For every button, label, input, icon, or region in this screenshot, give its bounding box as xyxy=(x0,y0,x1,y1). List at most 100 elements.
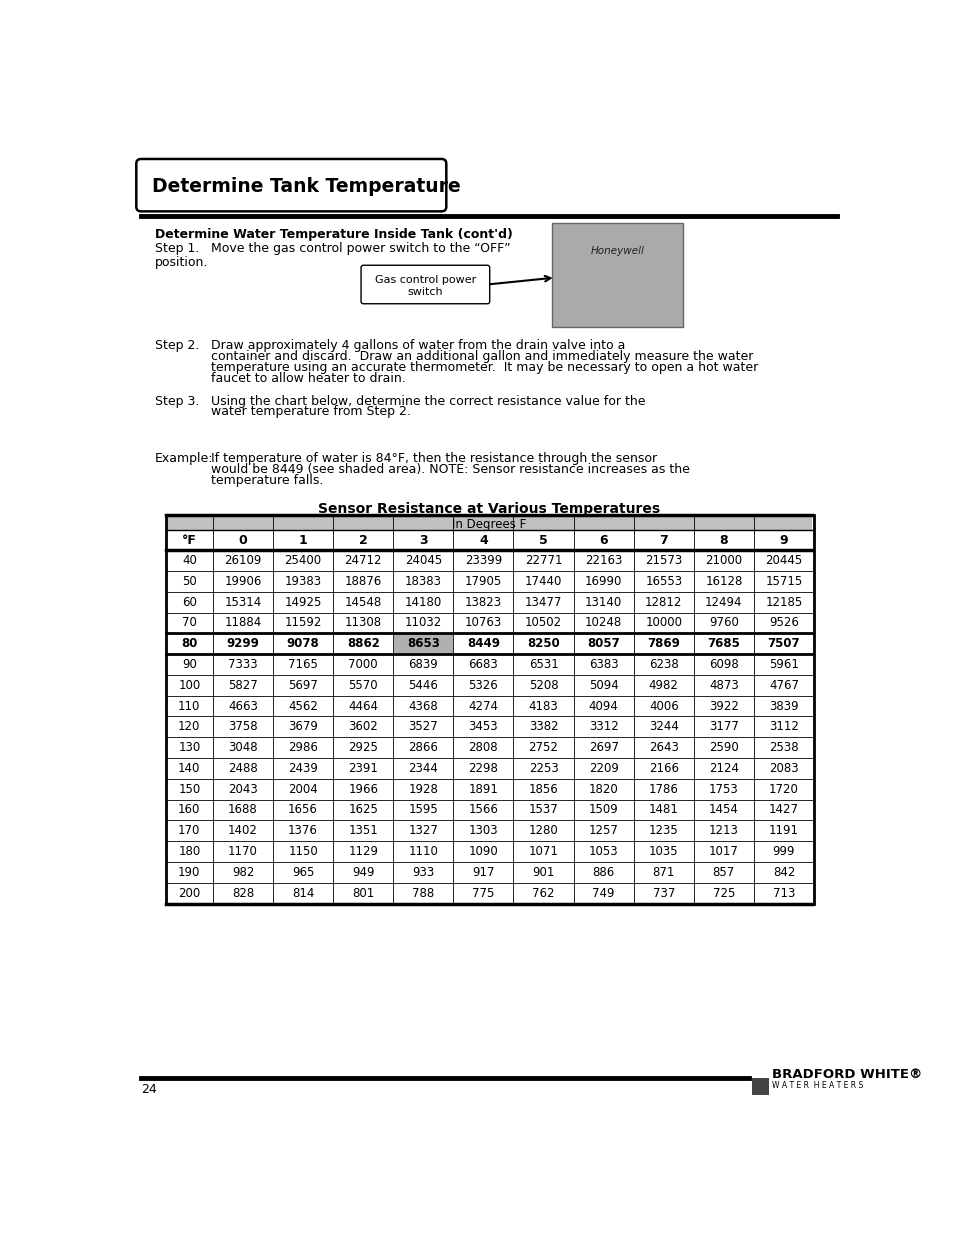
Text: 2986: 2986 xyxy=(288,741,317,755)
Text: 13823: 13823 xyxy=(464,595,501,609)
Text: 13140: 13140 xyxy=(584,595,621,609)
Text: Honeywell: Honeywell xyxy=(590,246,644,256)
Text: 2124: 2124 xyxy=(708,762,739,774)
Text: 160: 160 xyxy=(178,804,200,816)
Text: 7000: 7000 xyxy=(348,658,377,671)
Text: 24712: 24712 xyxy=(344,555,381,567)
Text: 1090: 1090 xyxy=(468,845,497,858)
Text: 2083: 2083 xyxy=(768,762,798,774)
Text: 15314: 15314 xyxy=(224,595,261,609)
Text: 6098: 6098 xyxy=(708,658,738,671)
Text: 762: 762 xyxy=(532,887,555,899)
Text: 4464: 4464 xyxy=(348,699,377,713)
Text: 110: 110 xyxy=(178,699,200,713)
Text: 725: 725 xyxy=(712,887,735,899)
Text: 2590: 2590 xyxy=(708,741,738,755)
Text: BRADFORD WHITE®: BRADFORD WHITE® xyxy=(771,1067,922,1081)
Text: 3244: 3244 xyxy=(648,720,678,734)
Text: 11308: 11308 xyxy=(344,616,381,630)
Text: 1820: 1820 xyxy=(588,783,618,795)
Text: 22771: 22771 xyxy=(524,555,561,567)
Text: 4006: 4006 xyxy=(648,699,678,713)
Text: 70: 70 xyxy=(182,616,196,630)
Text: 982: 982 xyxy=(232,866,253,879)
Text: 11884: 11884 xyxy=(224,616,261,630)
Text: 1402: 1402 xyxy=(228,824,257,837)
Text: 2697: 2697 xyxy=(588,741,618,755)
Text: 3112: 3112 xyxy=(768,720,798,734)
Text: 11592: 11592 xyxy=(284,616,321,630)
Text: 1191: 1191 xyxy=(768,824,799,837)
Text: 9299: 9299 xyxy=(226,637,259,650)
Text: 60: 60 xyxy=(182,595,196,609)
Text: 10248: 10248 xyxy=(584,616,621,630)
Text: 1213: 1213 xyxy=(708,824,738,837)
Text: 1928: 1928 xyxy=(408,783,437,795)
Text: 6383: 6383 xyxy=(588,658,618,671)
Text: °F: °F xyxy=(182,534,196,547)
Text: Using the chart below, determine the correct resistance value for the: Using the chart below, determine the cor… xyxy=(211,395,644,408)
Text: 5446: 5446 xyxy=(408,679,437,692)
Text: 2043: 2043 xyxy=(228,783,257,795)
Text: 130: 130 xyxy=(178,741,200,755)
Text: 2643: 2643 xyxy=(648,741,678,755)
Text: 4: 4 xyxy=(478,534,487,547)
Text: 20445: 20445 xyxy=(764,555,801,567)
Text: 22163: 22163 xyxy=(584,555,621,567)
Text: temperature falls.: temperature falls. xyxy=(211,474,323,487)
Text: temperature using an accurate thermometer.  It may be necessary to open a hot wa: temperature using an accurate thermomete… xyxy=(211,361,757,374)
Text: 0: 0 xyxy=(238,534,247,547)
Text: 12812: 12812 xyxy=(644,595,681,609)
Text: position.: position. xyxy=(154,256,208,269)
Text: 1376: 1376 xyxy=(288,824,317,837)
Text: 15715: 15715 xyxy=(764,574,801,588)
Text: 23399: 23399 xyxy=(464,555,501,567)
Text: Move the gas control power switch to the “OFF”: Move the gas control power switch to the… xyxy=(211,242,510,256)
Text: container and discard.  Draw an additional gallon and immediately measure the wa: container and discard. Draw an additiona… xyxy=(211,350,752,363)
Text: 828: 828 xyxy=(232,887,253,899)
Text: 3177: 3177 xyxy=(708,720,738,734)
Text: 901: 901 xyxy=(532,866,554,879)
Text: 2538: 2538 xyxy=(768,741,798,755)
Text: W A T E R  H E A T E R S: W A T E R H E A T E R S xyxy=(771,1082,862,1091)
Text: 2166: 2166 xyxy=(648,762,678,774)
Text: 1595: 1595 xyxy=(408,804,437,816)
Text: 5094: 5094 xyxy=(588,679,618,692)
Text: 7685: 7685 xyxy=(707,637,740,650)
Text: 19906: 19906 xyxy=(224,574,261,588)
Text: 4767: 4767 xyxy=(768,679,799,692)
Text: 1035: 1035 xyxy=(648,845,678,858)
Text: 7: 7 xyxy=(659,534,667,547)
Text: 1303: 1303 xyxy=(468,824,497,837)
Text: 1235: 1235 xyxy=(648,824,678,837)
Text: Step 3.: Step 3. xyxy=(154,395,199,408)
Text: 5827: 5827 xyxy=(228,679,257,692)
Text: water temperature from Step 2.: water temperature from Step 2. xyxy=(211,405,410,419)
Text: 933: 933 xyxy=(412,866,434,879)
Text: Determine Water Temperature Inside Tank (cont'd): Determine Water Temperature Inside Tank … xyxy=(154,227,513,241)
Text: 857: 857 xyxy=(712,866,734,879)
Text: 6683: 6683 xyxy=(468,658,497,671)
Text: 801: 801 xyxy=(352,887,374,899)
Text: 24045: 24045 xyxy=(404,555,441,567)
Text: 886: 886 xyxy=(592,866,614,879)
Text: Sensor Resistance at Various Temperatures: Sensor Resistance at Various Temperature… xyxy=(317,503,659,516)
Text: 4663: 4663 xyxy=(228,699,257,713)
Text: 3922: 3922 xyxy=(708,699,738,713)
Text: 7507: 7507 xyxy=(767,637,800,650)
Text: 25400: 25400 xyxy=(284,555,321,567)
Text: 4274: 4274 xyxy=(468,699,497,713)
Text: 21573: 21573 xyxy=(644,555,681,567)
Text: 40: 40 xyxy=(182,555,196,567)
Text: 7165: 7165 xyxy=(288,658,317,671)
Text: 5961: 5961 xyxy=(768,658,798,671)
Text: 18383: 18383 xyxy=(404,574,441,588)
Text: 8653: 8653 xyxy=(407,637,439,650)
Text: 6531: 6531 xyxy=(528,658,558,671)
Text: 16553: 16553 xyxy=(644,574,681,588)
Text: 1566: 1566 xyxy=(468,804,497,816)
Text: 8449: 8449 xyxy=(466,637,499,650)
FancyBboxPatch shape xyxy=(136,159,446,211)
Text: 2752: 2752 xyxy=(528,741,558,755)
Text: 17905: 17905 xyxy=(464,574,501,588)
